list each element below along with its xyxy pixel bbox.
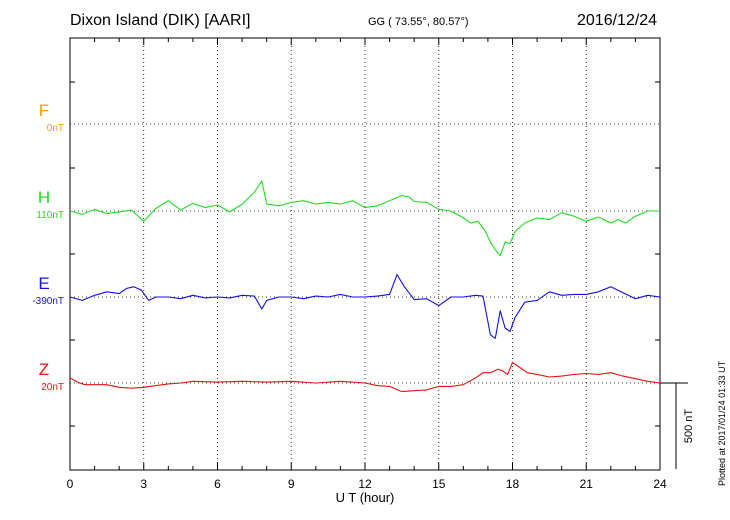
series-line-E <box>69 274 661 339</box>
series-name-Z: Z <box>39 360 49 379</box>
x-ticks: 0 3 6 9 12 15 18 21 24 <box>67 38 667 491</box>
scale-bar: 500 nT <box>660 382 695 469</box>
plotted-at-note: Plotted at 2017/01/24 01:33 UT <box>717 360 727 486</box>
series-lines <box>69 180 661 393</box>
series-baseline-E: -390nT <box>32 296 64 307</box>
x-tick-label: 0 <box>67 477 74 491</box>
geographic-coords: GG ( 73.55°, 80.57°) <box>368 16 469 28</box>
x-tick-label: 21 <box>580 477 594 491</box>
series-baseline-F: 0nT <box>47 123 64 134</box>
plot-date: 2016/12/24 <box>577 12 658 29</box>
series-line-Z <box>69 361 661 393</box>
station-title: Dixon Island (DIK) [AARI] <box>70 12 251 29</box>
x-tick-label: 18 <box>506 477 520 491</box>
series-baseline-H: 110nT <box>36 210 64 221</box>
scale-bar-label: 500 nT <box>683 409 695 444</box>
x-tick-label: 6 <box>214 477 221 491</box>
x-tick-label: 3 <box>140 477 147 491</box>
x-tick-label: 9 <box>288 477 295 491</box>
series-name-H: H <box>38 188 50 207</box>
grid-lines <box>70 38 660 470</box>
series-name-E: E <box>38 274 49 293</box>
series-baseline-Z: 20nT <box>41 382 64 393</box>
series-name-F: F <box>39 101 49 120</box>
series-labels: F 0nT H 110nT E -390nT Z 20nT <box>32 101 64 393</box>
x-tick-label: 12 <box>358 477 372 491</box>
x-tick-label: 15 <box>432 477 446 491</box>
x-axis-label: U T (hour) <box>336 490 395 505</box>
x-tick-label: 24 <box>653 477 667 491</box>
series-line-H <box>69 180 660 257</box>
